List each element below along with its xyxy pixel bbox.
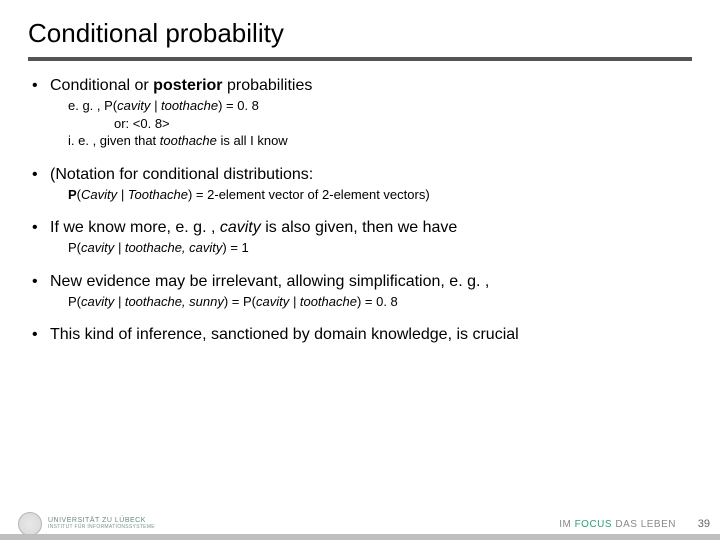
bullet-5: This kind of inference, sanctioned by do… [28, 326, 692, 344]
bullet-4-sub: P(cavity | toothache, sunny) = P(cavity … [50, 293, 692, 311]
bullet-1-text-b: posterior [153, 77, 222, 94]
bullet-1-text-c: probabilities [223, 77, 313, 94]
title-rule [28, 57, 692, 61]
bullet-2-sub: P(Cavity | Toothache) = 2-element vector… [50, 186, 692, 204]
bullet-1-sub: e. g. , P(cavity | toothache) = 0. 8 or:… [50, 97, 692, 150]
page-number: 39 [698, 518, 710, 530]
university-seal-icon [18, 512, 42, 536]
bullet-1-sub-1: e. g. , P(cavity | toothache) = 0. 8 [68, 97, 692, 115]
slide: Conditional probability Conditional or p… [0, 0, 720, 540]
bullet-1-text-a: Conditional or [50, 77, 153, 94]
bullet-list: Conditional or posterior probabilities e… [28, 77, 692, 344]
bullet-2: (Notation for conditional distributions:… [28, 166, 692, 204]
slide-title: Conditional probability [28, 18, 692, 49]
bullet-2-text: (Notation for conditional distributions: [50, 166, 313, 183]
bullet-3-text-c: is also given, then we have [261, 219, 458, 236]
bullet-1: Conditional or posterior probabilities e… [28, 77, 692, 150]
bullet-5-text: This kind of inference, sanctioned by do… [50, 326, 519, 343]
bullet-1-sub-3: i. e. , given that toothache is all I kn… [68, 132, 692, 150]
bullet-3-text-a: If we know more, e. g. , [50, 219, 220, 236]
bullet-4-text: New evidence may be irrelevant, allowing… [50, 273, 489, 290]
footer-tagline: IM FOCUS DAS LEBEN [559, 519, 676, 530]
bullet-2-sub-1: P(Cavity | Toothache) = 2-element vector… [68, 186, 692, 204]
footer-bar [0, 534, 720, 540]
bullet-3-text-ital: cavity [220, 219, 261, 236]
bullet-3: If we know more, e. g. , cavity is also … [28, 219, 692, 257]
bullet-3-sub-1: P(cavity | toothache, cavity) = 1 [68, 239, 692, 257]
university-name: UNIVERSITÄT ZU LÜBECK INSTITUT FÜR INFOR… [48, 517, 155, 530]
bullet-1-sub-2: or: <0. 8> [68, 115, 692, 133]
footer: UNIVERSITÄT ZU LÜBECK INSTITUT FÜR INFOR… [0, 512, 720, 540]
bullet-4-sub-1: P(cavity | toothache, sunny) = P(cavity … [68, 293, 692, 311]
bullet-4: New evidence may be irrelevant, allowing… [28, 273, 692, 311]
bullet-3-sub: P(cavity | toothache, cavity) = 1 [50, 239, 692, 257]
